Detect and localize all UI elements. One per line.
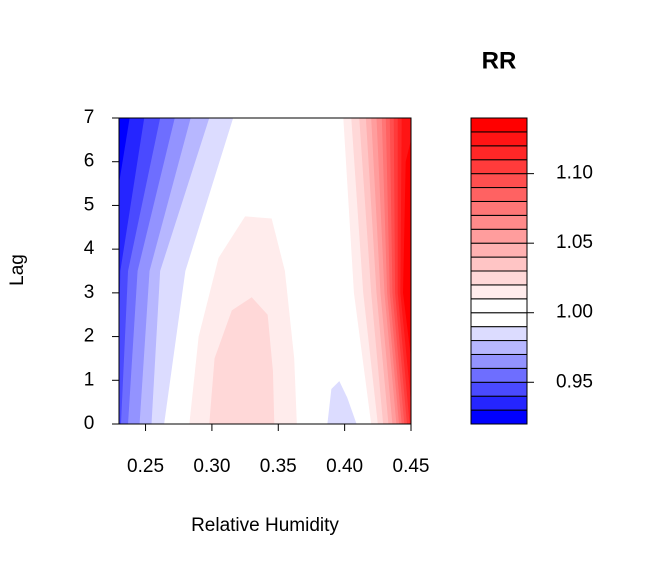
y-tick-label: 4 [84,238,95,259]
colorbar-bin [470,353,528,369]
contour-region [209,297,275,424]
x-tick-label: 0.30 [193,456,230,477]
colorbar-bin [470,312,528,328]
x-tick-label: 0.25 [127,456,164,477]
contour-region [403,139,411,359]
colorbar-bin [470,409,528,425]
y-tick-label: 2 [84,326,95,347]
colorbar-bin [470,242,528,258]
colorbar-bin [470,159,528,175]
colorbar-bin [470,145,528,161]
colorbar-bin [470,187,528,202]
y-tick-label: 7 [84,107,95,128]
y-tick-label: 0 [84,413,95,434]
colorbar-bin [470,173,528,189]
contour-region [119,118,130,184]
colorbar-bin [470,284,528,300]
y-tick-label: 3 [84,282,95,303]
x-tick-label: 0.40 [326,456,363,477]
contour-regions [119,118,411,424]
colorbar-bin [470,214,528,230]
y-tick-label: 1 [84,369,95,390]
colorbar-tick-label: 1.10 [556,163,593,184]
colorbar-tick-label: 0.95 [556,371,593,392]
y-tick-label: 5 [84,194,95,215]
colorbar-bin [470,270,528,286]
colorbar-bin [470,298,528,314]
colorbar-bin [470,367,528,383]
x-axis-label: Relative Humidity [191,515,339,536]
colorbar-tick-label: 1.00 [556,302,593,323]
chart-title: RR [482,47,517,74]
colorbar-bin [470,381,528,397]
x-tick-label: 0.35 [260,456,297,477]
colorbar-tick-label: 1.05 [556,232,593,253]
colorbar-bin [470,395,528,411]
contour-region [119,118,145,337]
colorbar-bin [470,256,528,272]
plot-frame [118,117,412,425]
colorbar-bin [470,340,528,355]
x-tick-label: 0.45 [393,456,430,477]
colorbar-bin [470,131,528,147]
colorbar-bin [470,326,528,342]
contour-region [327,381,357,424]
colorbar-bin [470,228,528,244]
y-axis-label: Lag [7,254,28,286]
y-tick-label: 6 [84,151,95,172]
colorbar-bin [470,117,528,133]
colorbar-bin [470,200,528,216]
